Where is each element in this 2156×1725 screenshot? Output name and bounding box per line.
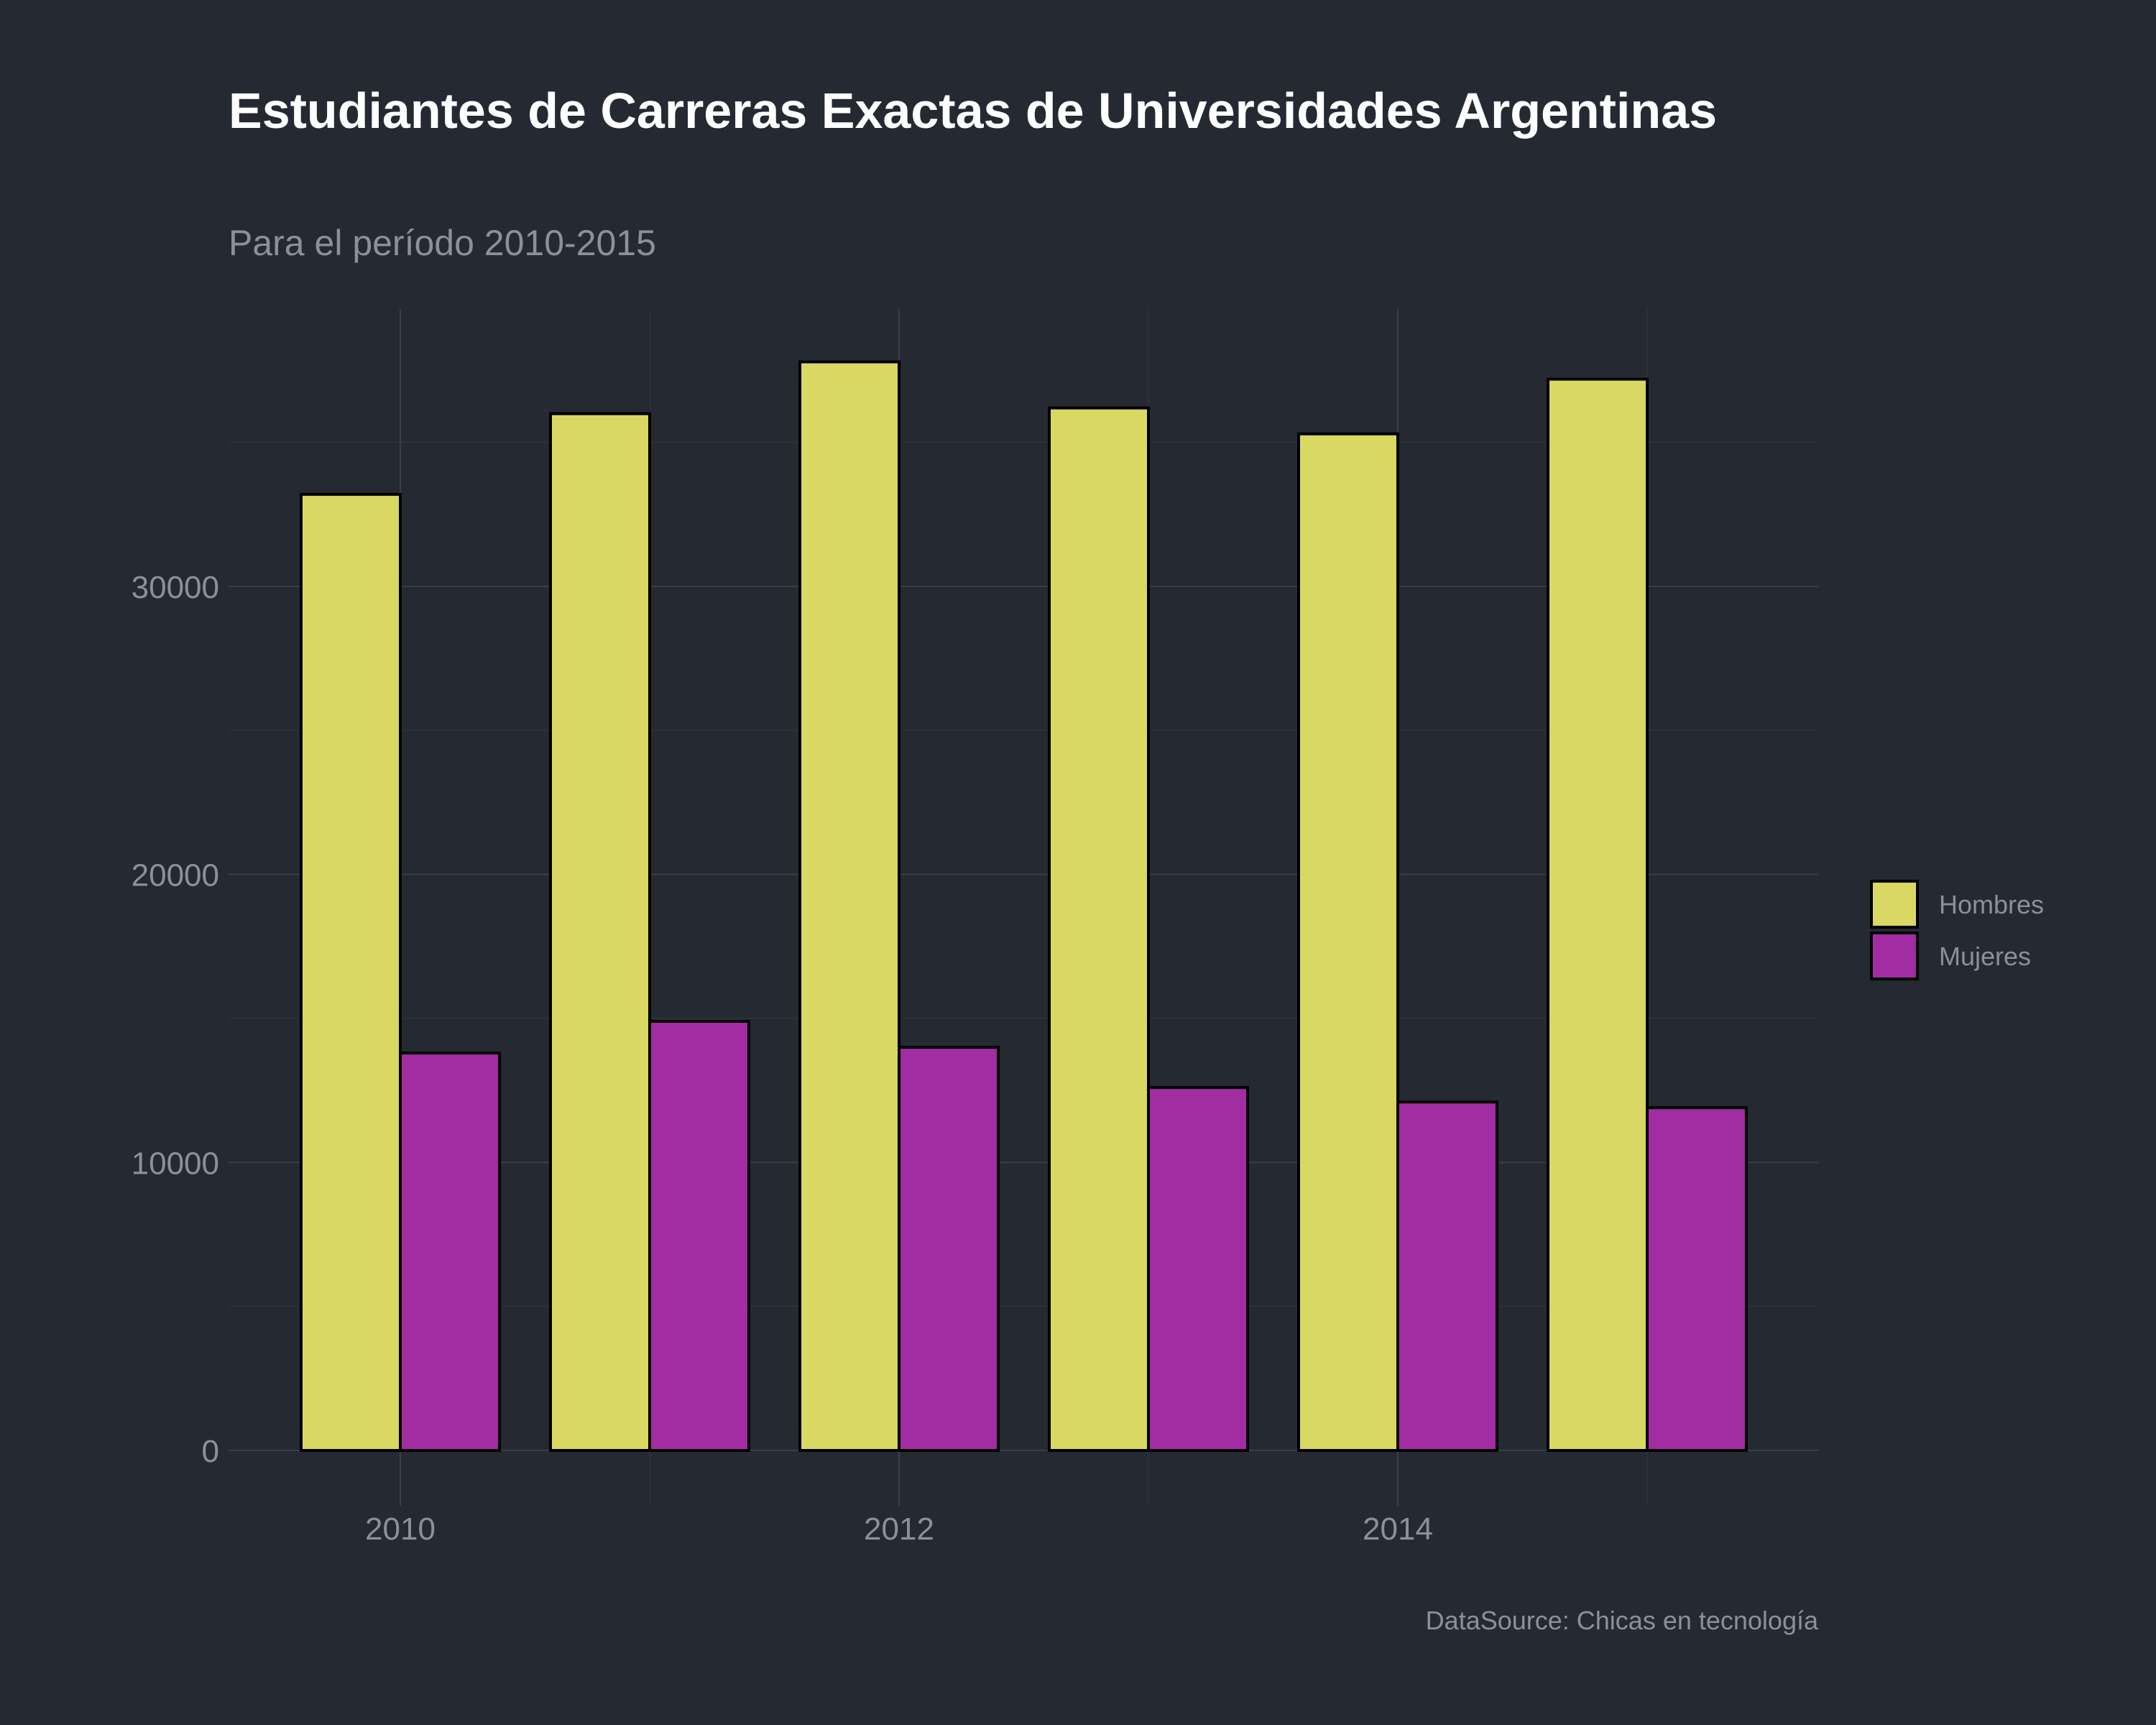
chart-subtitle: Para el período 2010-2015 [229,223,656,263]
bar-mujeres-2012 [898,1046,1000,1452]
y-tick-label: 10000 [132,1146,219,1181]
bar-hombres-2011 [549,412,651,1452]
x-tick-label: 2012 [864,1512,934,1547]
bars [300,360,1748,1453]
legend: Hombres Mujeres [1870,880,2044,980]
legend-swatch-mujeres [1870,932,1919,980]
bar-mujeres-2011 [648,1020,750,1453]
x-axis-ticks: 2010 2012 2014 [365,1512,1433,1547]
x-tick-label: 2014 [1363,1512,1433,1547]
y-tick-label: 0 [202,1434,219,1469]
bar-hombres-2010 [300,492,402,1453]
legend-swatch-hombres [1870,880,1919,929]
bar-hombres-2012 [798,360,900,1453]
chart-caption: DataSource: Chicas en tecnología [1426,1606,1819,1635]
bar-mujeres-2014 [1396,1100,1498,1453]
x-tick-label: 2010 [365,1512,436,1547]
chart-title: Estudiantes de Carreras Exactas de Unive… [229,83,1717,139]
legend-label-mujeres: Mujeres [1939,942,2031,971]
legend-label-hombres: Hombres [1939,890,2044,919]
bar-hombres-2013 [1048,406,1150,1452]
bar-hombres-2014 [1297,432,1399,1453]
bar-mujeres-2010 [399,1052,501,1452]
bar-mujeres-2013 [1147,1086,1249,1453]
bar-hombres-2015 [1547,377,1649,1452]
bar-mujeres-2015 [1646,1106,1748,1452]
y-tick-label: 20000 [132,858,219,893]
y-axis-ticks: 0 10000 20000 30000 [132,570,219,1469]
y-tick-label: 30000 [132,570,219,605]
